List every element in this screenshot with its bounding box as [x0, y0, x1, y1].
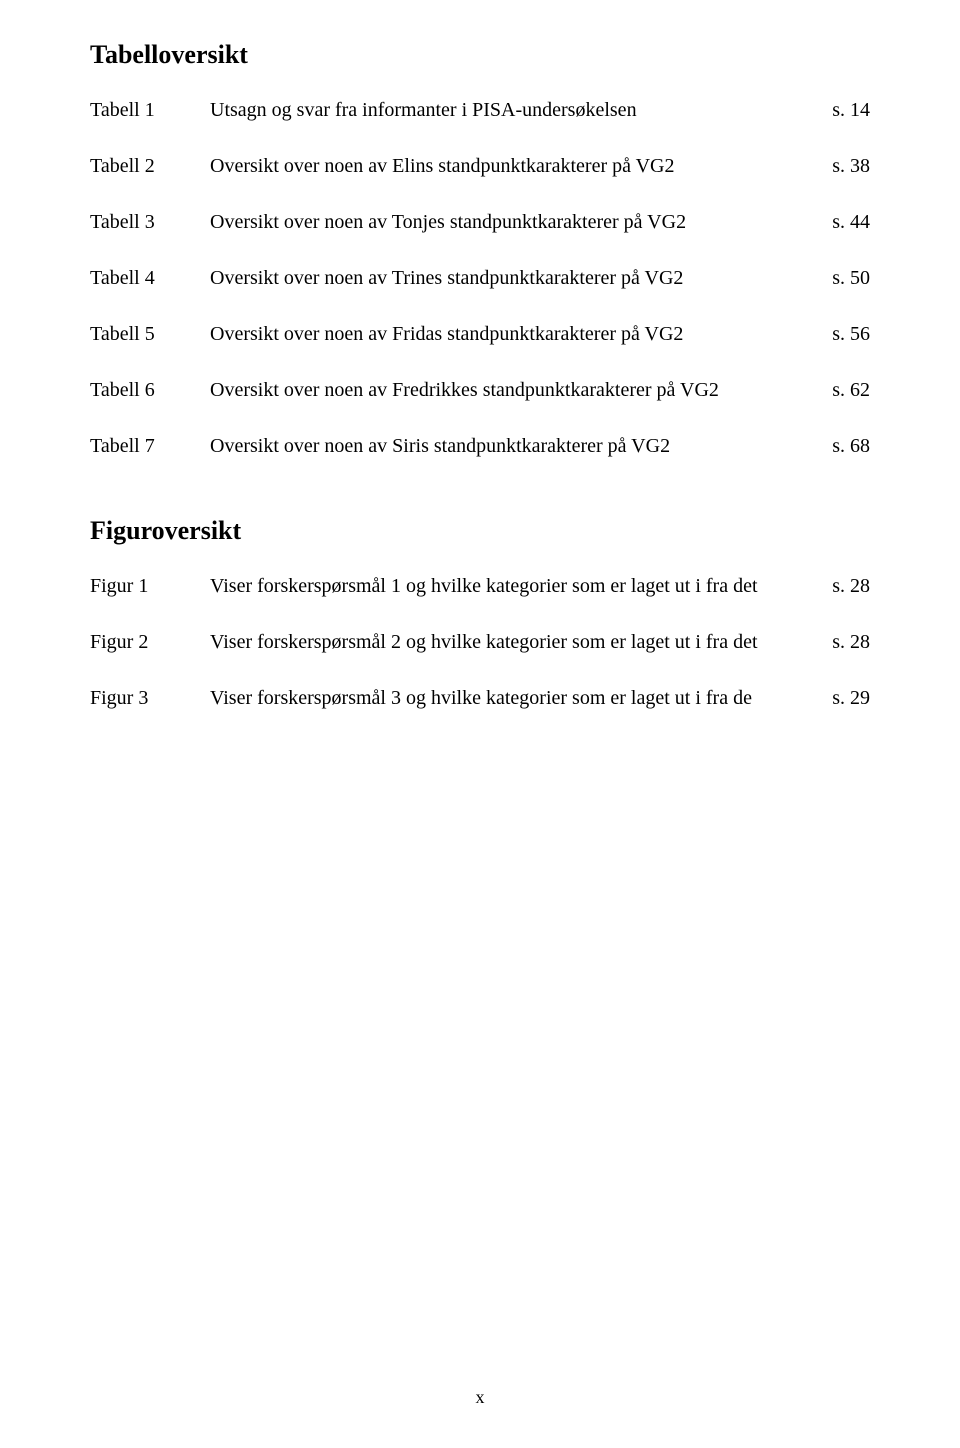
table-row: Tabell 7 Oversikt over noen av Siris sta…	[90, 432, 870, 460]
figures-heading: Figuroversikt	[90, 516, 870, 546]
table-entry-label: Tabell 2	[90, 152, 210, 180]
table-entry-page: s. 38	[815, 152, 870, 180]
table-row: Tabell 3 Oversikt over noen av Tonjes st…	[90, 208, 870, 236]
figure-entry-desc: Viser forskerspørsmål 2 og hvilke katego…	[210, 628, 815, 656]
table-entry-desc: Oversikt over noen av Tonjes standpunktk…	[210, 208, 815, 236]
figure-entry-page: s. 28	[815, 628, 870, 656]
figure-entry-label: Figur 1	[90, 572, 210, 600]
table-row: Tabell 5 Oversikt over noen av Fridas st…	[90, 320, 870, 348]
table-entry-page: s. 68	[815, 432, 870, 460]
figure-entry-desc: Viser forskerspørsmål 3 og hvilke katego…	[210, 684, 815, 712]
figure-row: Figur 3 Viser forskerspørsmål 3 og hvilk…	[90, 684, 870, 712]
table-row: Tabell 4 Oversikt over noen av Trines st…	[90, 264, 870, 292]
table-entry-desc: Oversikt over noen av Fridas standpunktk…	[210, 320, 815, 348]
figure-entry-label: Figur 2	[90, 628, 210, 656]
table-entry-label: Tabell 6	[90, 376, 210, 404]
table-entry-label: Tabell 3	[90, 208, 210, 236]
figure-entry-desc: Viser forskerspørsmål 1 og hvilke katego…	[210, 572, 815, 600]
figure-row: Figur 2 Viser forskerspørsmål 2 og hvilk…	[90, 628, 870, 656]
table-entry-label: Tabell 4	[90, 264, 210, 292]
tables-heading: Tabelloversikt	[90, 40, 870, 70]
table-row: Tabell 1 Utsagn og svar fra informanter …	[90, 96, 870, 124]
table-entry-desc: Oversikt over noen av Siris standpunktka…	[210, 432, 815, 460]
figure-entry-label: Figur 3	[90, 684, 210, 712]
table-entry-label: Tabell 7	[90, 432, 210, 460]
table-entry-desc: Oversikt over noen av Elins standpunktka…	[210, 152, 815, 180]
table-entry-page: s. 14	[815, 96, 870, 124]
table-entry-page: s. 50	[815, 264, 870, 292]
table-entry-page: s. 56	[815, 320, 870, 348]
table-entry-desc: Utsagn og svar fra informanter i PISA-un…	[210, 96, 815, 124]
table-entry-page: s. 44	[815, 208, 870, 236]
figure-row: Figur 1 Viser forskerspørsmål 1 og hvilk…	[90, 572, 870, 600]
table-row: Tabell 6 Oversikt over noen av Fredrikke…	[90, 376, 870, 404]
table-entry-desc: Oversikt over noen av Trines standpunktk…	[210, 264, 815, 292]
table-entry-label: Tabell 1	[90, 96, 210, 124]
figure-entry-page: s. 28	[815, 572, 870, 600]
table-row: Tabell 2 Oversikt over noen av Elins sta…	[90, 152, 870, 180]
table-entry-page: s. 62	[815, 376, 870, 404]
figure-entry-page: s. 29	[815, 684, 870, 712]
page-number: x	[476, 1387, 485, 1408]
table-entry-desc: Oversikt over noen av Fredrikkes standpu…	[210, 376, 815, 404]
table-entry-label: Tabell 5	[90, 320, 210, 348]
